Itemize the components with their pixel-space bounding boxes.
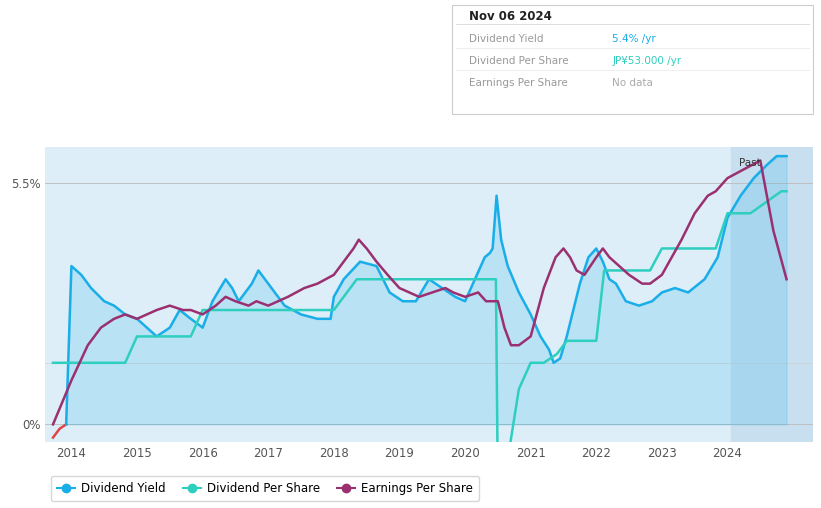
Legend: Dividend Yield, Dividend Per Share, Earnings Per Share: Dividend Yield, Dividend Per Share, Earn… (51, 476, 479, 501)
Text: Dividend Per Share: Dividend Per Share (469, 56, 568, 66)
Text: No data: No data (612, 78, 654, 88)
Text: Dividend Yield: Dividend Yield (469, 34, 544, 44)
Text: Past: Past (739, 158, 760, 168)
Text: Nov 06 2024: Nov 06 2024 (469, 10, 552, 23)
Text: Earnings Per Share: Earnings Per Share (469, 78, 567, 88)
Bar (731, 147, 813, 442)
Text: 5.4% /yr: 5.4% /yr (612, 34, 656, 44)
Text: JP¥53.000 /yr: JP¥53.000 /yr (612, 56, 681, 66)
